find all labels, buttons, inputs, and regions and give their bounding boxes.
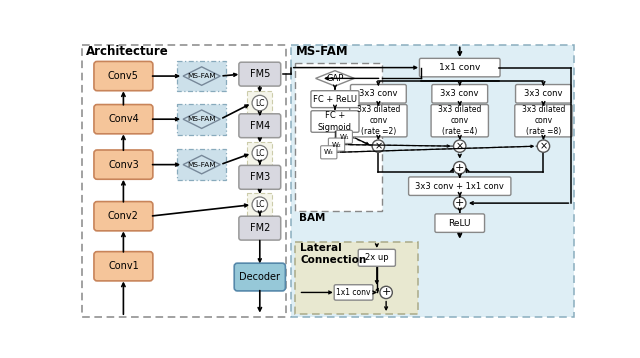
Text: W₁: W₁	[339, 134, 349, 140]
FancyBboxPatch shape	[336, 130, 353, 144]
Text: Conv4: Conv4	[108, 114, 139, 124]
Text: FC + ReLU: FC + ReLU	[313, 95, 357, 104]
Text: W₂: W₂	[332, 142, 341, 147]
Text: Lateral
Connection: Lateral Connection	[300, 243, 366, 265]
Text: +: +	[455, 163, 465, 173]
Text: Conv1: Conv1	[108, 261, 139, 271]
Text: 3x3 conv: 3x3 conv	[440, 89, 479, 98]
FancyBboxPatch shape	[358, 249, 396, 266]
Text: ×: ×	[456, 141, 464, 151]
Text: +: +	[381, 287, 391, 297]
Text: ReLU: ReLU	[449, 219, 471, 228]
Text: MS-FAM: MS-FAM	[296, 45, 348, 58]
Text: MS-FAM: MS-FAM	[188, 116, 216, 122]
Text: 1x1 conv: 1x1 conv	[337, 288, 371, 297]
Text: Conv3: Conv3	[108, 160, 139, 170]
Text: 2x up: 2x up	[365, 253, 388, 262]
Text: Conv2: Conv2	[108, 211, 139, 221]
Text: Decoder: Decoder	[239, 272, 280, 282]
Bar	[296, 63, 382, 211]
Text: FM4: FM4	[250, 121, 270, 131]
Circle shape	[252, 145, 268, 161]
FancyBboxPatch shape	[321, 146, 337, 159]
FancyBboxPatch shape	[408, 177, 511, 195]
Text: LC: LC	[255, 149, 264, 158]
Text: Conv5: Conv5	[108, 71, 139, 81]
Text: ×: ×	[540, 141, 547, 151]
Circle shape	[372, 140, 385, 152]
Circle shape	[454, 140, 466, 152]
FancyBboxPatch shape	[94, 252, 153, 281]
Text: 3x3 dilated
conv
(rate =2): 3x3 dilated conv (rate =2)	[356, 105, 400, 136]
FancyBboxPatch shape	[239, 165, 281, 189]
Bar	[177, 149, 227, 180]
Bar	[248, 141, 272, 165]
Text: BAM: BAM	[298, 213, 325, 223]
Text: FM3: FM3	[250, 172, 270, 182]
Text: 3x3 conv: 3x3 conv	[524, 89, 563, 98]
FancyBboxPatch shape	[351, 84, 406, 103]
Polygon shape	[183, 67, 220, 85]
Text: 3x3 dilated
conv
(rate =8): 3x3 dilated conv (rate =8)	[522, 105, 565, 136]
Text: LC: LC	[255, 98, 264, 107]
FancyBboxPatch shape	[94, 150, 153, 179]
FancyBboxPatch shape	[234, 263, 285, 291]
FancyBboxPatch shape	[431, 105, 488, 137]
Text: LC: LC	[255, 200, 264, 209]
FancyBboxPatch shape	[311, 111, 359, 132]
Circle shape	[454, 161, 466, 174]
Circle shape	[537, 140, 550, 152]
FancyBboxPatch shape	[328, 138, 345, 151]
Polygon shape	[183, 110, 220, 129]
Bar	[81, 44, 286, 317]
Polygon shape	[316, 71, 355, 86]
Text: 3x3 dilated
conv
(rate =4): 3x3 dilated conv (rate =4)	[438, 105, 481, 136]
FancyBboxPatch shape	[334, 285, 373, 300]
Bar	[291, 44, 575, 317]
Circle shape	[454, 197, 466, 209]
Text: MS-FAM: MS-FAM	[188, 73, 216, 79]
Bar	[177, 104, 227, 135]
Text: Architecture: Architecture	[86, 45, 169, 58]
Text: FM2: FM2	[250, 223, 270, 233]
FancyBboxPatch shape	[239, 114, 281, 138]
FancyBboxPatch shape	[94, 105, 153, 134]
FancyBboxPatch shape	[432, 84, 488, 103]
Circle shape	[380, 286, 392, 299]
FancyBboxPatch shape	[435, 214, 484, 232]
FancyBboxPatch shape	[349, 105, 407, 137]
Circle shape	[252, 95, 268, 111]
FancyBboxPatch shape	[94, 62, 153, 91]
FancyBboxPatch shape	[94, 202, 153, 231]
FancyBboxPatch shape	[239, 216, 281, 240]
Text: 1x1 conv: 1x1 conv	[439, 63, 481, 72]
Bar	[248, 193, 272, 216]
Text: ×: ×	[374, 141, 383, 151]
Text: FC +
Sigmoid: FC + Sigmoid	[318, 111, 352, 131]
Text: 3x3 conv: 3x3 conv	[359, 89, 397, 98]
Text: +: +	[455, 198, 465, 208]
FancyBboxPatch shape	[515, 105, 572, 137]
FancyBboxPatch shape	[419, 58, 500, 77]
FancyBboxPatch shape	[239, 62, 281, 86]
FancyBboxPatch shape	[311, 91, 359, 108]
Text: GAP: GAP	[326, 74, 344, 83]
Text: MS-FAM: MS-FAM	[188, 161, 216, 168]
Text: W₃: W₃	[324, 149, 333, 155]
Circle shape	[252, 197, 268, 212]
Polygon shape	[183, 155, 220, 174]
Bar	[248, 92, 272, 115]
FancyBboxPatch shape	[516, 84, 572, 103]
Text: FM5: FM5	[250, 69, 270, 79]
Text: 3x3 conv + 1x1 conv: 3x3 conv + 1x1 conv	[415, 182, 504, 191]
Bar	[296, 242, 418, 314]
Bar	[177, 61, 227, 92]
